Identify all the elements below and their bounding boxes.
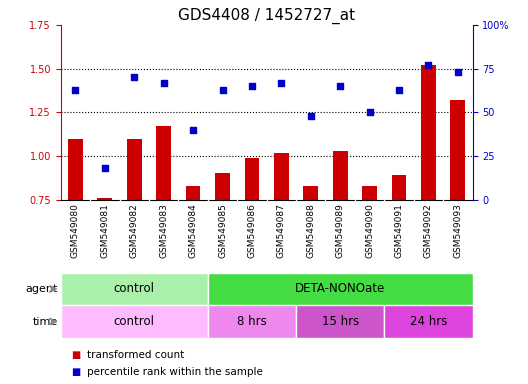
Text: time: time <box>33 316 58 327</box>
Bar <box>156 126 171 200</box>
Text: 8 hrs: 8 hrs <box>237 315 267 328</box>
Text: GSM549085: GSM549085 <box>218 204 227 258</box>
Point <box>365 109 374 115</box>
Text: 15 hrs: 15 hrs <box>322 315 359 328</box>
Text: GSM549080: GSM549080 <box>71 204 80 258</box>
Text: GSM549086: GSM549086 <box>248 204 257 258</box>
Bar <box>98 198 112 200</box>
Bar <box>362 186 377 200</box>
Bar <box>304 186 318 200</box>
Point <box>101 165 109 171</box>
Text: 24 hrs: 24 hrs <box>410 315 447 328</box>
Text: transformed count: transformed count <box>87 350 184 360</box>
Point <box>71 86 80 93</box>
Point <box>130 74 138 81</box>
Text: ■: ■ <box>71 350 81 360</box>
Text: GSM549083: GSM549083 <box>159 204 168 258</box>
Text: percentile rank within the sample: percentile rank within the sample <box>87 367 263 377</box>
Bar <box>215 174 230 200</box>
Bar <box>296 305 384 338</box>
Text: GSM549091: GSM549091 <box>394 204 403 258</box>
Bar <box>384 305 473 338</box>
Bar <box>208 273 473 305</box>
Point <box>395 86 403 93</box>
Text: GSM549088: GSM549088 <box>306 204 315 258</box>
Point <box>218 86 227 93</box>
Bar <box>186 186 201 200</box>
Point <box>277 79 286 86</box>
Point <box>189 127 197 133</box>
Text: GSM549082: GSM549082 <box>130 204 139 258</box>
Text: GSM549092: GSM549092 <box>424 204 433 258</box>
Text: GSM549090: GSM549090 <box>365 204 374 258</box>
Point <box>336 83 344 89</box>
Text: GSM549087: GSM549087 <box>277 204 286 258</box>
Text: DETA-NONOate: DETA-NONOate <box>295 283 385 295</box>
Bar <box>208 305 296 338</box>
Bar <box>61 273 208 305</box>
Text: GSM549084: GSM549084 <box>188 204 197 258</box>
Bar <box>68 139 83 200</box>
Point <box>307 113 315 119</box>
Title: GDS4408 / 1452727_at: GDS4408 / 1452727_at <box>178 7 355 23</box>
Text: agent: agent <box>25 284 58 294</box>
Text: ■: ■ <box>71 367 81 377</box>
Bar <box>61 305 208 338</box>
Text: GSM549093: GSM549093 <box>454 204 463 258</box>
Bar <box>392 175 407 200</box>
Text: control: control <box>114 315 155 328</box>
Bar <box>333 151 347 200</box>
Bar <box>244 158 259 200</box>
Point <box>248 83 256 89</box>
Text: GSM549081: GSM549081 <box>100 204 109 258</box>
Point <box>424 62 432 68</box>
Text: GSM549089: GSM549089 <box>336 204 345 258</box>
Bar <box>450 100 465 200</box>
Text: control: control <box>114 283 155 295</box>
Bar <box>421 65 436 200</box>
Bar <box>274 152 289 200</box>
Bar <box>127 139 142 200</box>
Point <box>454 69 462 75</box>
Point <box>159 79 168 86</box>
